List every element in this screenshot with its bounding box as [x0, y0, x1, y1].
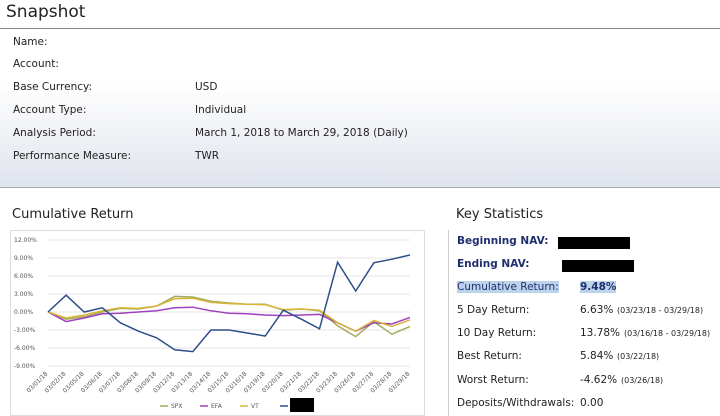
- stat-label: Beginning NAV:: [457, 235, 549, 247]
- separator: [448, 230, 449, 416]
- stat-value: -4.62%: [580, 374, 618, 386]
- chart-frame: [10, 230, 425, 416]
- stat-note: (03/26/18): [621, 376, 664, 385]
- y-tick-label: -9.00%: [14, 363, 36, 370]
- stat-label: Ending NAV:: [457, 258, 530, 270]
- stat-value: 0.00: [580, 397, 604, 409]
- field-value: USD: [195, 81, 218, 93]
- stat-value: 9.48%: [580, 281, 617, 293]
- chart: 12.00% 9.00% 6.00% 3.00% 0.00% -3.00% -6.00% -9…: [10, 230, 425, 416]
- y-tick-label: 9.00%: [14, 255, 33, 262]
- field-value: TWR: [195, 150, 220, 162]
- series-line: [47, 297, 411, 333]
- field-label: Analysis Period:: [13, 127, 96, 139]
- stat-value: 5.84%: [580, 350, 614, 362]
- redaction: [562, 260, 634, 272]
- redaction: [290, 398, 314, 412]
- stat-note: (03/23/18 - 03/29/18): [617, 306, 704, 315]
- legend-label: VT: [251, 403, 259, 410]
- y-tick-label: 12.00%: [14, 237, 37, 244]
- y-tick-label: 0.00%: [14, 309, 33, 316]
- field-label: Performance Measure:: [13, 150, 132, 162]
- redaction: [558, 237, 630, 249]
- legend-label: SPX: [171, 403, 183, 410]
- field-label: Name:: [13, 36, 48, 48]
- stat-label: Best Return:: [457, 350, 522, 362]
- field-value: Individual: [195, 104, 247, 116]
- section-title: Key Statistics: [456, 207, 544, 222]
- stat-label: 5 Day Return:: [457, 304, 530, 316]
- snapshot-panel: [0, 28, 720, 188]
- chart-title: Cumulative Return: [12, 207, 134, 222]
- stat-value: 6.63%: [580, 304, 614, 316]
- stat-label: Deposits/Withdrawals:: [457, 397, 575, 409]
- field-label: Account:: [13, 58, 59, 70]
- legend-label: EFA: [211, 403, 223, 410]
- stat-note: (03/22/18): [617, 352, 660, 361]
- stat-label: 10 Day Return:: [457, 327, 537, 339]
- stat-note: (03/16/18 - 03/29/18): [624, 329, 711, 338]
- field-value: March 1, 2018 to March 29, 2018 (Daily): [195, 127, 408, 139]
- y-tick-label: 3.00%: [14, 291, 33, 298]
- stat-value: 13.78%: [580, 327, 621, 339]
- stat-label: Cumulative Return:: [457, 281, 559, 293]
- series-line: [47, 254, 411, 353]
- y-tick-label: -6.00%: [14, 345, 36, 352]
- y-tick-label: -3.00%: [14, 327, 36, 334]
- field-label: Base Currency:: [13, 81, 92, 93]
- field-label: Account Type:: [13, 104, 87, 116]
- y-tick-label: 6.00%: [14, 273, 33, 280]
- section-title: Snapshot: [6, 2, 86, 22]
- stat-label: Worst Return:: [457, 374, 529, 386]
